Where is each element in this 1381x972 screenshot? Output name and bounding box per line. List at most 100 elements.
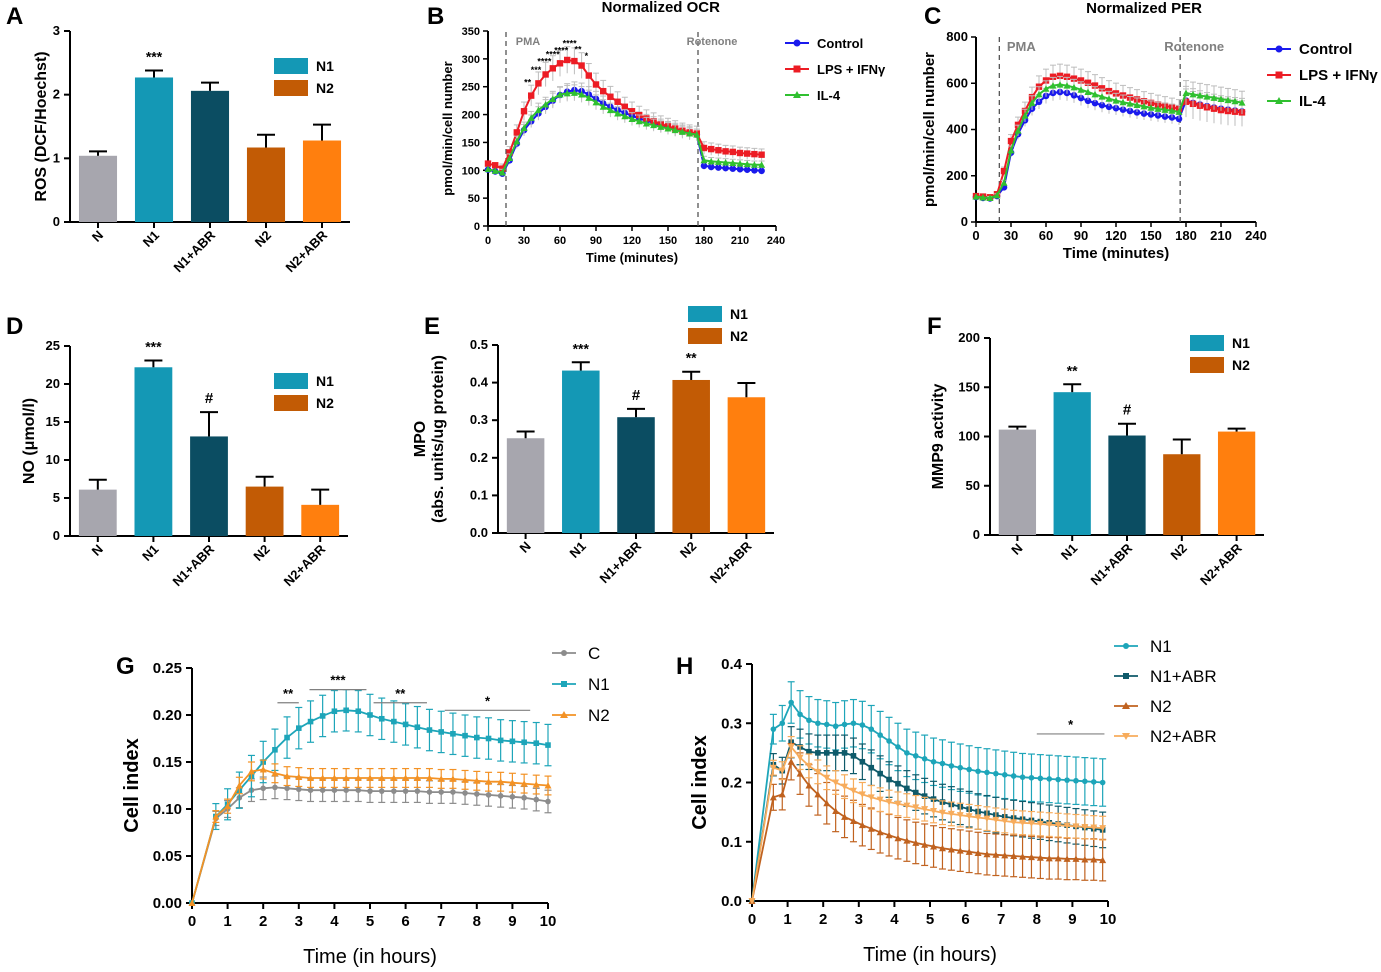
legend-label: Control	[817, 36, 863, 51]
y-tick-label: 0	[53, 528, 60, 543]
data-point	[295, 773, 303, 781]
x-tick-label: N	[516, 539, 533, 556]
data-point	[1147, 104, 1155, 111]
legend-label: N2	[730, 328, 748, 344]
event-label: Rotenone	[687, 36, 738, 48]
bar-N2+ABR	[727, 397, 766, 533]
data-point	[992, 851, 1000, 858]
data-point	[542, 71, 549, 78]
significance-label: ***	[330, 673, 346, 688]
data-point	[521, 794, 527, 801]
x-axis-title: Time (minutes)	[586, 250, 678, 265]
data-point	[497, 778, 505, 785]
bar-N2+ABR	[302, 140, 342, 222]
panel-letter: C	[924, 3, 941, 30]
data-point	[1105, 103, 1113, 111]
data-point	[707, 157, 715, 165]
data-point	[1084, 88, 1092, 96]
x-tick-label: 2	[259, 913, 267, 930]
data-point	[1045, 821, 1053, 829]
x-tick-label: 90	[590, 235, 602, 247]
data-point	[736, 160, 744, 167]
data-point	[1073, 777, 1079, 784]
x-tick-label: 2	[819, 911, 827, 928]
data-point	[1203, 93, 1211, 100]
data-point	[425, 774, 433, 781]
data-point	[1175, 108, 1183, 115]
bar-N1	[562, 370, 600, 533]
x-tick-label: 150	[1140, 228, 1162, 243]
significance-label: ***	[531, 65, 542, 75]
data-point	[1007, 146, 1015, 154]
panel-G: G 0.00 0.05 0.10 0.15 0.20 0.25 0 1 2 3 4 5 6 7 8 9 10 Tim…	[116, 644, 610, 968]
y-tick-label: 100	[462, 165, 480, 177]
data-point	[642, 119, 650, 127]
x-tick-label: N2	[677, 539, 699, 561]
data-point	[485, 735, 492, 742]
data-point	[1010, 819, 1018, 826]
data-point	[307, 718, 314, 725]
data-point	[224, 802, 232, 810]
legend-label: N2	[588, 706, 610, 725]
data-point	[426, 789, 433, 795]
legend-swatch-N1	[274, 373, 308, 389]
data-point	[849, 787, 857, 795]
legend-label: N1	[1150, 637, 1172, 656]
y-tick-label: 0.3	[721, 715, 742, 732]
legend-swatch-N1	[1190, 335, 1224, 351]
data-point	[331, 787, 338, 793]
y-axis-title-2: (abs. units/ug protein)	[430, 355, 447, 523]
data-point	[930, 842, 938, 850]
y-tick-label: 0.25	[153, 660, 182, 677]
y-tick-label: 0.4	[721, 656, 743, 673]
data-point	[474, 791, 480, 797]
data-point	[693, 131, 701, 138]
x-tick-label: 5	[926, 911, 934, 928]
bar-N	[506, 438, 545, 533]
data-point	[621, 112, 629, 120]
data-point	[414, 788, 421, 794]
data-point	[743, 160, 751, 168]
panel-letter: H	[676, 653, 693, 680]
data-point	[1063, 73, 1071, 80]
data-point	[319, 787, 326, 793]
bar-N2	[1163, 454, 1201, 535]
x-tick-label: N1	[139, 542, 161, 564]
legend-label: N1+ABR	[1150, 667, 1217, 686]
data-point	[450, 731, 456, 737]
data-point	[260, 785, 267, 792]
significance-label: **	[395, 686, 406, 701]
data-point	[736, 149, 744, 157]
data-point	[473, 777, 481, 784]
data-point	[1063, 82, 1071, 89]
legend-label: IL-4	[817, 88, 841, 103]
data-point	[877, 770, 883, 777]
data-point	[975, 768, 981, 775]
event-label: PMA	[1007, 39, 1037, 54]
data-point	[343, 787, 349, 793]
data-point	[426, 727, 433, 733]
series-line-C	[191, 786, 549, 904]
data-point	[868, 726, 875, 732]
data-point	[330, 774, 338, 781]
data-point	[805, 762, 813, 770]
legend-marker	[560, 711, 568, 718]
x-tick-label: 8	[1033, 911, 1041, 928]
y-axis-title: pmol/min/cell number	[440, 61, 455, 195]
data-point	[974, 849, 982, 857]
data-point	[1090, 779, 1097, 785]
data-point	[549, 95, 557, 102]
x-tick-label: 8	[473, 913, 481, 930]
data-point	[867, 794, 875, 801]
significance-label: **	[574, 45, 582, 55]
panel-E: E 0.0 0.1 0.2 0.3 0.4 0.5 MPO (abs. units/ug pro…	[412, 306, 774, 586]
data-point	[1140, 110, 1148, 117]
data-point	[621, 103, 628, 110]
x-axis-title: Time (in hours)	[303, 946, 437, 968]
data-point	[770, 726, 777, 732]
data-point	[544, 782, 552, 789]
data-point	[367, 712, 373, 718]
data-point	[778, 790, 786, 798]
data-point	[492, 162, 499, 169]
data-point	[841, 721, 848, 728]
